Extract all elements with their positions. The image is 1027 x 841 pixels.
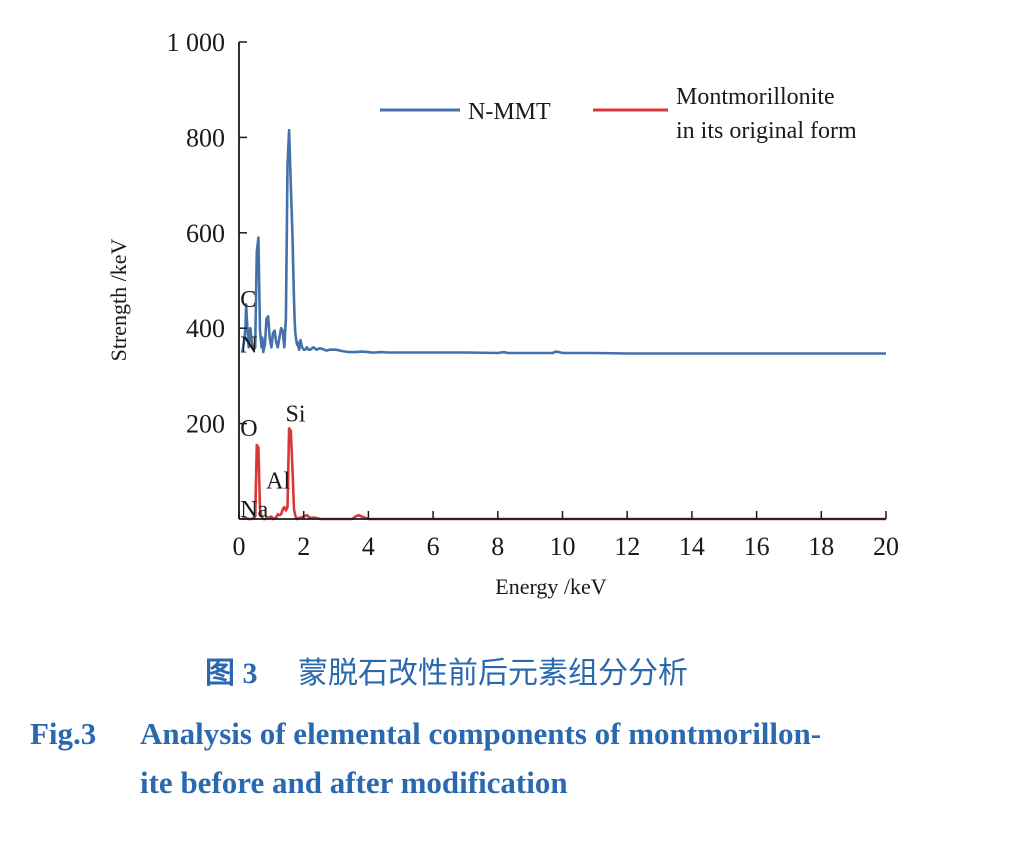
- caption: 图 3 蒙脱石改性前后元素组分分析 Fig.3 Analysis of elem…: [30, 656, 821, 800]
- peak-label: Si: [286, 402, 306, 428]
- peak-annotations: CN Si O Al Na: [240, 287, 306, 523]
- caption-en-label: Fig.3: [30, 716, 96, 751]
- series-n-mmt-line: [240, 128, 886, 355]
- x-tick-label: 6: [427, 532, 440, 561]
- x-tick-label: 12: [614, 532, 640, 561]
- caption-cn-label: 图 3: [205, 657, 258, 690]
- x-tick-label: 10: [550, 532, 576, 561]
- x-tick-label: 4: [362, 532, 375, 561]
- series-original-line: [241, 427, 886, 521]
- legend-label-original-line2: in its original form: [676, 118, 857, 144]
- axes-layer: [238, 42, 886, 520]
- legend-label-n-mmt: N-MMT: [468, 99, 551, 125]
- legend-label-original-line1: Montmorillonite: [676, 84, 835, 110]
- peak-label: N: [240, 332, 257, 358]
- series-layer: [240, 128, 886, 521]
- x-tick-label: 0: [233, 532, 246, 561]
- y-tick-label: 600: [186, 219, 225, 248]
- x-tick-label: 18: [808, 532, 834, 561]
- x-ticks: 0 2 4 6 8 10 12 14 16 18 20: [233, 511, 899, 561]
- peak-label: C: [240, 287, 256, 313]
- x-tick-label: 2: [297, 532, 310, 561]
- y-axis-title: Strength /keV: [106, 238, 131, 361]
- peak-label: Al: [266, 468, 290, 494]
- x-tick-label: 16: [744, 532, 770, 561]
- y-tick-label: 800: [186, 123, 225, 152]
- peak-label: O: [240, 416, 257, 442]
- x-tick-label: 8: [491, 532, 504, 561]
- caption-cn-text: 蒙脱石改性前后元素组分分析: [298, 656, 688, 691]
- y-tick-label: 200: [186, 410, 225, 439]
- y-ticks: 200 400 600 800 1 000: [167, 28, 247, 439]
- x-axis-title: Energy /keV: [495, 574, 607, 599]
- x-tick-label: 20: [873, 532, 899, 561]
- peak-label: Na: [240, 497, 268, 523]
- caption-en-line1: Analysis of elemental components of mont…: [140, 716, 821, 751]
- y-tick-label: 1 000: [167, 28, 226, 57]
- y-tick-label: 400: [186, 314, 225, 343]
- caption-en-line2: ite before and after modification: [140, 765, 568, 800]
- legend: N-MMT Montmorillonite in its original fo…: [380, 84, 857, 144]
- eds-chart: 200 400 600 800 1 000 0 2 4 6 8 10 12 14 16 18 20 CN Si…: [106, 28, 899, 599]
- x-tick-label: 14: [679, 532, 705, 561]
